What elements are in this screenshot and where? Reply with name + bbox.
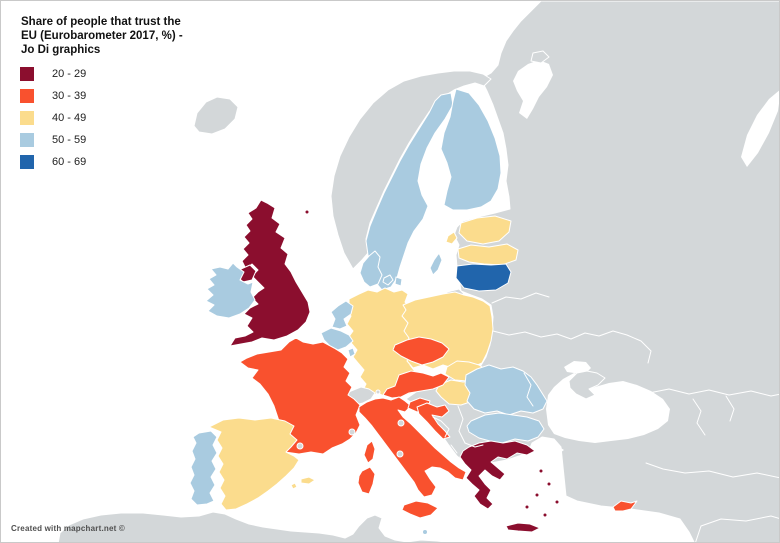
microstate-andorra[interactable]: [296, 442, 304, 450]
sea-of-marmara: [550, 446, 564, 455]
microstate-liechtenstein[interactable]: [375, 389, 381, 395]
country-norway[interactable]: [330, 70, 492, 270]
legend-swatch-20-29: [20, 67, 34, 81]
legend-swatch-30-39: [20, 89, 34, 103]
sea-of-azov: [564, 361, 591, 373]
country-croatia[interactable]: [416, 402, 451, 440]
country-estonia[interactable]: [458, 215, 512, 245]
country-bulgaria[interactable]: [466, 412, 545, 444]
country-cyprus[interactable]: [612, 500, 638, 512]
non-member-border-lines: [432, 292, 779, 542]
shetland-islands: [304, 209, 310, 215]
sicily-island: [401, 500, 439, 519]
balearic-islands: [300, 476, 316, 485]
country-luxembourg[interactable]: [347, 347, 356, 358]
country-belgium[interactable]: [320, 327, 354, 351]
microstate-san-marino[interactable]: [397, 419, 405, 427]
country-greece[interactable]: [459, 440, 560, 533]
barents-inlet: [741, 90, 779, 167]
country-finland[interactable]: [440, 88, 502, 211]
legend-label-50-59: 50 - 59: [52, 134, 87, 146]
legend-row-20-29: 20 - 29: [20, 63, 86, 85]
corsica-island: [363, 440, 376, 464]
country-portugal[interactable]: [189, 430, 218, 506]
legend-label-30-39: 30 - 39: [52, 90, 87, 102]
legend-row-60-69: 60 - 69: [20, 151, 86, 173]
kolguyev-island: [530, 50, 550, 64]
legend-row-40-49: 40 - 49: [20, 107, 86, 129]
country-denmark[interactable]: [359, 250, 403, 288]
crimea-peninsula: [568, 370, 606, 400]
country-iceland[interactable]: [193, 96, 239, 135]
legend-row-30-39: 30 - 39: [20, 85, 86, 107]
country-france[interactable]: [239, 337, 376, 464]
crete-island: [505, 522, 541, 533]
country-lithuania[interactable]: [455, 263, 512, 292]
legend-label-60-69: 60 - 69: [52, 156, 87, 168]
country-sweden[interactable]: [365, 92, 454, 291]
country-netherlands[interactable]: [330, 300, 354, 330]
microstate-monaco[interactable]: [348, 428, 356, 436]
country-spain[interactable]: [208, 417, 316, 511]
map-title: Share of people that trust the EU (Eurob…: [21, 16, 183, 57]
saaremaa-island[interactable]: [445, 231, 458, 245]
country-north-africa[interactable]: [57, 511, 461, 543]
country-ireland[interactable]: [205, 262, 256, 319]
legend-label-20-29: 20 - 29: [52, 68, 87, 80]
legend-swatch-40-49: [20, 111, 34, 125]
country-austria[interactable]: [382, 370, 450, 399]
legend-label-40-49: 40 - 49: [52, 112, 87, 124]
country-latvia[interactable]: [457, 243, 519, 266]
country-czech-republic[interactable]: [392, 336, 450, 366]
mapchart-credit: Created with mapchart.net ©: [11, 524, 125, 533]
legend-swatch-60-69: [20, 155, 34, 169]
country-malta[interactable]: [422, 529, 428, 535]
legend-row-50-59: 50 - 59: [20, 129, 86, 151]
white-sea: [513, 60, 553, 119]
gotland-island[interactable]: [429, 252, 443, 276]
legend-swatch-50-59: [20, 133, 34, 147]
sardinia-island: [357, 466, 376, 495]
microstate-vatican[interactable]: [396, 450, 404, 458]
legend: 20 - 29 30 - 39 40 - 49 50 - 59 60 - 69: [20, 63, 86, 173]
